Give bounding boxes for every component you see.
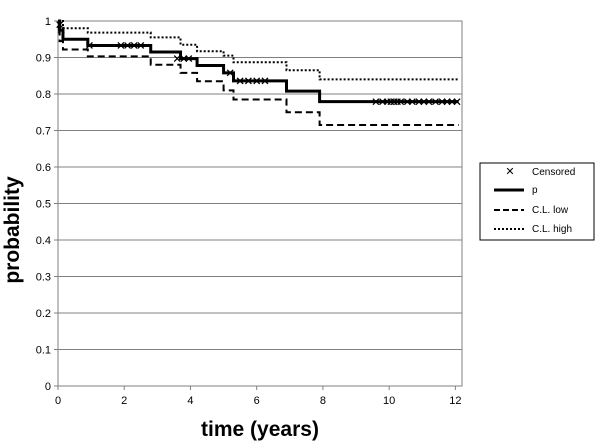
censored-marker <box>130 41 138 49</box>
censored-marker <box>57 26 65 34</box>
legend-label-cl-low: C.L. low <box>532 205 569 216</box>
legend-marker-censored-icon: ✕ <box>505 165 514 178</box>
y-axis-title: probability <box>1 176 24 284</box>
censored-markers <box>56 21 461 106</box>
censored-marker <box>420 98 428 106</box>
x-tick-label: 4 <box>187 395 193 407</box>
censored-marker <box>124 41 132 49</box>
censored-marker <box>372 98 380 106</box>
censored-marker <box>85 41 93 49</box>
censored-marker <box>173 55 181 63</box>
censored-marker <box>408 98 416 106</box>
censored-marker <box>236 77 244 85</box>
censored-marker <box>379 98 386 106</box>
censored-marker <box>180 55 188 63</box>
y-tick-label: 0.6 <box>36 162 51 174</box>
censored-marker <box>438 98 446 106</box>
y-tick-label: 0.5 <box>36 199 51 211</box>
x-tick-label: 8 <box>320 395 326 407</box>
censored-marker <box>185 55 193 63</box>
legend-label-censored: Censored <box>532 167 575 178</box>
censored-marker <box>425 98 433 106</box>
gridlines <box>58 57 462 350</box>
censored-marker <box>453 98 461 106</box>
x-tick-label: 10 <box>383 395 395 407</box>
x-tick-label: 2 <box>121 395 127 407</box>
censored-marker <box>415 98 423 106</box>
y-tick-label: 0.3 <box>36 272 51 284</box>
y-tick-label: 0.2 <box>36 308 51 320</box>
legend-box <box>479 162 595 241</box>
legend-label-p: p <box>532 185 538 196</box>
censored-marker <box>117 41 125 49</box>
x-tick-label: 0 <box>55 395 61 407</box>
censored-marker <box>56 21 64 29</box>
censored-marker <box>244 77 252 85</box>
censored-marker <box>443 98 451 106</box>
series-c-l-high-line <box>58 20 459 81</box>
censored-marker <box>403 98 411 106</box>
y-tick-label: 0.9 <box>36 53 51 65</box>
x-tick-labels: 0 2 4 6 8 10 12 <box>55 386 462 407</box>
censored-marker <box>448 98 456 106</box>
y-tick-label: 0.1 <box>36 345 51 357</box>
y-tick-label: 0.8 <box>36 89 51 101</box>
y-tick-label: 0 <box>45 381 51 393</box>
y-tick-label: 0.4 <box>36 235 51 247</box>
y-tick-label: 1 <box>45 16 51 28</box>
y-tick-label: 0.7 <box>36 126 51 138</box>
censored-marker <box>397 98 405 106</box>
censored-marker <box>432 98 439 106</box>
censored-marker <box>226 69 234 77</box>
x-tick-label: 6 <box>254 395 260 407</box>
censored-marker <box>253 77 261 85</box>
censored-marker <box>261 77 269 85</box>
legend-label-cl-high: C.L. high <box>532 224 572 235</box>
censored-marker <box>137 41 145 49</box>
x-tick-label: 12 <box>449 395 461 407</box>
y-tick-labels: 0 0.1 0.2 0.3 0.4 0.5 0.6 0.7 0.8 0.9 1 <box>36 16 58 393</box>
x-axis-title: time (years) <box>201 418 319 441</box>
legend: ✕ Censored p C.L. low C.L. high <box>479 162 595 241</box>
